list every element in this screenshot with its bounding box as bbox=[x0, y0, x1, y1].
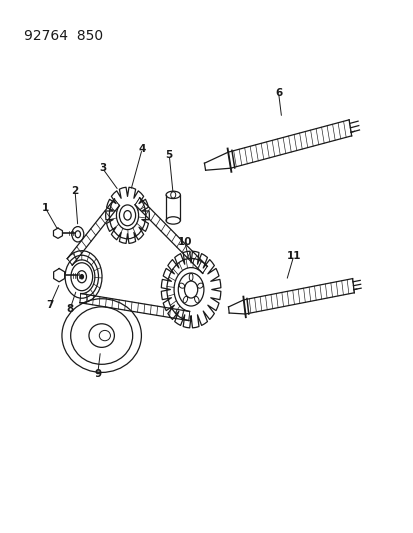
Text: 1: 1 bbox=[42, 203, 49, 213]
Circle shape bbox=[80, 274, 83, 279]
Text: 11: 11 bbox=[286, 251, 300, 261]
Text: 7: 7 bbox=[46, 301, 54, 310]
Circle shape bbox=[77, 271, 86, 282]
Text: 92764  850: 92764 850 bbox=[24, 29, 103, 43]
Text: 9: 9 bbox=[94, 369, 101, 379]
Text: 4: 4 bbox=[138, 144, 145, 154]
Text: 2: 2 bbox=[71, 186, 78, 196]
Text: 10: 10 bbox=[178, 237, 192, 247]
Text: 3: 3 bbox=[99, 163, 106, 173]
Text: 6: 6 bbox=[274, 87, 282, 98]
Text: 8: 8 bbox=[66, 304, 74, 314]
Text: 5: 5 bbox=[165, 150, 173, 160]
